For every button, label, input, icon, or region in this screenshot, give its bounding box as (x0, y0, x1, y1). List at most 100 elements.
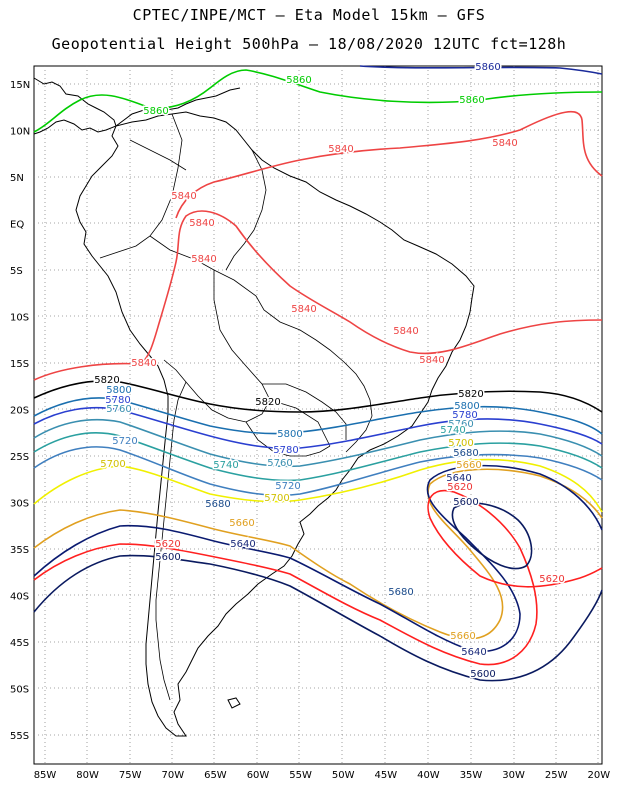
contour-lines (33, 65, 603, 682)
latitude-labels: 15N 10N 5N EQ 5S 10S 15S 20S 25S 30S 35S 40S 45S 50S 5… (10, 80, 30, 742)
lat-label: 10N (10, 127, 30, 138)
contour-label: 5720 (112, 436, 137, 447)
contour-label: 5860 (459, 95, 484, 106)
lat-label: 15S (10, 359, 29, 370)
contour-5780 (33, 406, 603, 450)
chart-title: CPTEC/INPE/MCT – Eta Model 15km – GFS (132, 6, 486, 24)
contour-5620 (33, 554, 603, 682)
contour-label: 5640 (230, 539, 255, 550)
contour-label: 5640 (446, 473, 471, 484)
contour-5700 (33, 458, 603, 513)
contour-label: 5840 (291, 304, 316, 315)
contour-label: 5600 (453, 497, 478, 508)
contour-label: 5620 (539, 574, 564, 585)
lon-label: 75W (119, 770, 142, 781)
contour-label: 5820 (255, 397, 280, 408)
lat-label: EQ (10, 220, 24, 231)
contour-label: 5780 (273, 445, 298, 456)
contour-label: 5840 (131, 358, 156, 369)
lon-label: 40W (417, 770, 440, 781)
lat-label: 5N (10, 173, 24, 184)
contour-label: 5700 (448, 438, 473, 449)
lon-label: 35W (460, 770, 483, 781)
contour-label: 5800 (454, 401, 479, 412)
contour-labels: 5860 5860 5860 5860 5840 5840 5840 5840 5840 5840… (93, 61, 566, 682)
contour-label: 5700 (100, 459, 125, 470)
contour-5860 (33, 69, 603, 133)
contour-label: 5840 (393, 326, 418, 337)
contour-label: 5660 (450, 631, 475, 642)
lat-label: 40S (10, 592, 29, 603)
contour-5600-closed (451, 502, 533, 570)
contour-label: 5660 (456, 460, 481, 471)
contour-label: 5640 (461, 647, 486, 658)
contour-label: 5760 (267, 458, 292, 469)
contour-label: 5840 (191, 254, 216, 265)
coastlines (33, 77, 475, 737)
contour-label: 5840 (171, 191, 196, 202)
contour-label: 5740 (440, 425, 465, 436)
contour-5760 (33, 418, 603, 468)
contour-label: 5800 (106, 385, 131, 396)
contour-label: 5600 (470, 669, 495, 680)
contour-label: 5800 (277, 429, 302, 440)
lat-label: 45S (10, 638, 29, 649)
contour-label: 5840 (419, 355, 444, 366)
lat-label: 35S (10, 545, 29, 556)
contour-5720 (33, 446, 603, 497)
contour-label: 5720 (275, 481, 300, 492)
lat-label: 15N (10, 80, 30, 91)
country-borders (99, 113, 373, 701)
lon-label: 45W (374, 770, 397, 781)
contour-label: 5820 (458, 389, 483, 400)
lat-label: 50S (10, 685, 29, 696)
lon-label: 65W (204, 770, 227, 781)
lon-label: 55W (289, 770, 312, 781)
contour-label: 5780 (452, 410, 477, 421)
contour-5840-north (175, 111, 603, 219)
lat-label: 25S (10, 452, 29, 463)
contour-label: 5600 (155, 552, 180, 563)
contour-label: 5620 (447, 482, 472, 493)
contour-label: 5760 (106, 404, 131, 415)
graticule (34, 66, 602, 764)
contour-label: 5660 (229, 518, 254, 529)
lon-label: 20W (587, 770, 610, 781)
contour-label: 5840 (328, 144, 353, 155)
lat-label: 20S (10, 406, 29, 417)
lat-label: 55S (10, 731, 29, 742)
contour-5660 (33, 464, 603, 652)
contour-label: 5860 (143, 106, 168, 117)
contour-label: 5860 (286, 75, 311, 86)
contour-5880 (359, 65, 603, 75)
contour-label: 5680 (453, 448, 478, 459)
contour-label: 5840 (492, 138, 517, 149)
contour-label: 5620 (155, 539, 180, 550)
contour-5680 (33, 468, 603, 640)
longitude-labels: 85W 80W 75W 70W 65W 60W 55W 50W 45W 40W 35W 30W 25W 2… (34, 770, 611, 781)
contour-label: 5740 (213, 460, 238, 471)
chart-subtitle: Geopotential Height 500hPa – 18/08/2020 … (51, 35, 567, 53)
contour-label: 5860 (475, 62, 500, 73)
lon-label: 60W (247, 770, 270, 781)
lat-label: 5S (10, 266, 23, 277)
lat-label: 30S (10, 499, 29, 510)
contour-label: 5840 (189, 218, 214, 229)
lon-label: 80W (76, 770, 99, 781)
contour-label: 5760 (448, 419, 473, 430)
contour-5840-south (33, 210, 603, 381)
south-america-outline (75, 111, 475, 737)
lon-label: 50W (332, 770, 355, 781)
lon-label: 30W (502, 770, 525, 781)
contour-5820 (33, 380, 603, 413)
contour-label: 5820 (94, 375, 119, 386)
contour-label: 5680 (205, 499, 230, 510)
map-frame (33, 65, 603, 765)
contour-label: 5680 (388, 587, 413, 598)
lon-label: 85W (34, 770, 57, 781)
falkland-islands (227, 697, 241, 709)
contour-5640 (33, 489, 603, 666)
contour-label: 5780 (105, 395, 130, 406)
lon-label: 25W (545, 770, 568, 781)
